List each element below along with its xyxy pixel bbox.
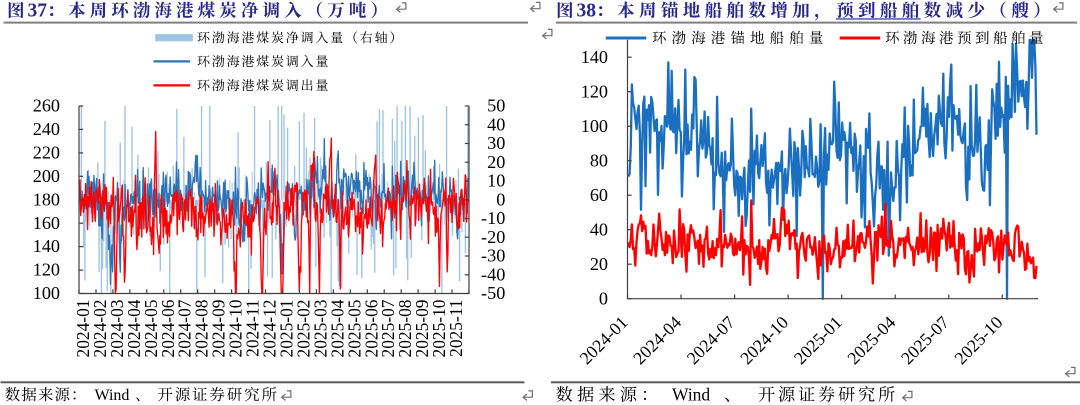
svg-text:2025-10: 2025-10 bbox=[429, 299, 449, 357]
svg-text:2024-03: 2024-03 bbox=[107, 299, 127, 357]
svg-text:20: 20 bbox=[487, 152, 505, 172]
svg-text:37: 37 bbox=[28, 1, 48, 22]
svg-text:2025-05: 2025-05 bbox=[344, 299, 364, 357]
svg-text:2025-08: 2025-08 bbox=[395, 299, 415, 357]
svg-text:2024-05: 2024-05 bbox=[141, 299, 161, 357]
svg-text:240: 240 bbox=[33, 119, 60, 139]
svg-text:2025-07: 2025-07 bbox=[378, 299, 398, 357]
svg-text:2024-06: 2024-06 bbox=[158, 299, 178, 357]
svg-text:100: 100 bbox=[33, 283, 60, 303]
svg-text:180: 180 bbox=[33, 189, 60, 209]
svg-text:40: 40 bbox=[487, 114, 505, 134]
svg-text:2025-01: 2025-01 bbox=[277, 300, 297, 358]
svg-text:-30: -30 bbox=[481, 246, 505, 266]
svg-text:2024-11: 2024-11 bbox=[243, 300, 263, 357]
svg-text:0: 0 bbox=[599, 288, 608, 308]
svg-text:40: 40 bbox=[590, 219, 608, 239]
svg-text:220: 220 bbox=[33, 143, 60, 163]
svg-text:-50: -50 bbox=[481, 283, 505, 303]
svg-text:2024-04: 2024-04 bbox=[124, 299, 144, 357]
svg-text:260: 260 bbox=[33, 96, 60, 116]
svg-text:2024-01: 2024-01 bbox=[73, 300, 93, 358]
svg-text:2025-03: 2025-03 bbox=[310, 299, 330, 357]
svg-text:160: 160 bbox=[33, 213, 60, 233]
svg-text:50: 50 bbox=[487, 96, 505, 116]
svg-text:2025-11: 2025-11 bbox=[446, 300, 466, 357]
svg-text:140: 140 bbox=[581, 47, 608, 67]
svg-text:120: 120 bbox=[33, 260, 60, 280]
svg-text:-20: -20 bbox=[481, 227, 505, 247]
svg-text:20: 20 bbox=[590, 254, 608, 274]
svg-text:120: 120 bbox=[581, 81, 608, 101]
svg-text:80: 80 bbox=[590, 150, 608, 170]
svg-text:2024-08: 2024-08 bbox=[192, 299, 212, 357]
svg-text:-40: -40 bbox=[481, 264, 505, 284]
svg-text:2024-02: 2024-02 bbox=[90, 300, 110, 358]
svg-text:2025-09: 2025-09 bbox=[412, 300, 432, 358]
svg-text:2025-06: 2025-06 bbox=[361, 299, 381, 357]
svg-text:2024-09: 2024-09 bbox=[209, 300, 229, 358]
svg-text:2025-02: 2025-02 bbox=[293, 300, 313, 358]
svg-text:Wind: Wind bbox=[672, 385, 710, 405]
svg-text:2024-07: 2024-07 bbox=[175, 299, 195, 357]
svg-text:200: 200 bbox=[33, 166, 60, 186]
svg-text:60: 60 bbox=[590, 185, 608, 205]
svg-text:2025-04: 2025-04 bbox=[327, 299, 347, 357]
svg-text:140: 140 bbox=[33, 236, 60, 256]
svg-text:38: 38 bbox=[577, 1, 597, 22]
svg-text:Wind: Wind bbox=[95, 387, 130, 404]
svg-text:30: 30 bbox=[487, 133, 505, 153]
svg-text:0: 0 bbox=[496, 189, 505, 209]
svg-text:10: 10 bbox=[487, 171, 505, 191]
svg-text:100: 100 bbox=[581, 116, 608, 136]
svg-text:2024-12: 2024-12 bbox=[260, 300, 280, 358]
svg-text:2024-10: 2024-10 bbox=[226, 299, 246, 357]
svg-text:-10: -10 bbox=[481, 208, 505, 228]
